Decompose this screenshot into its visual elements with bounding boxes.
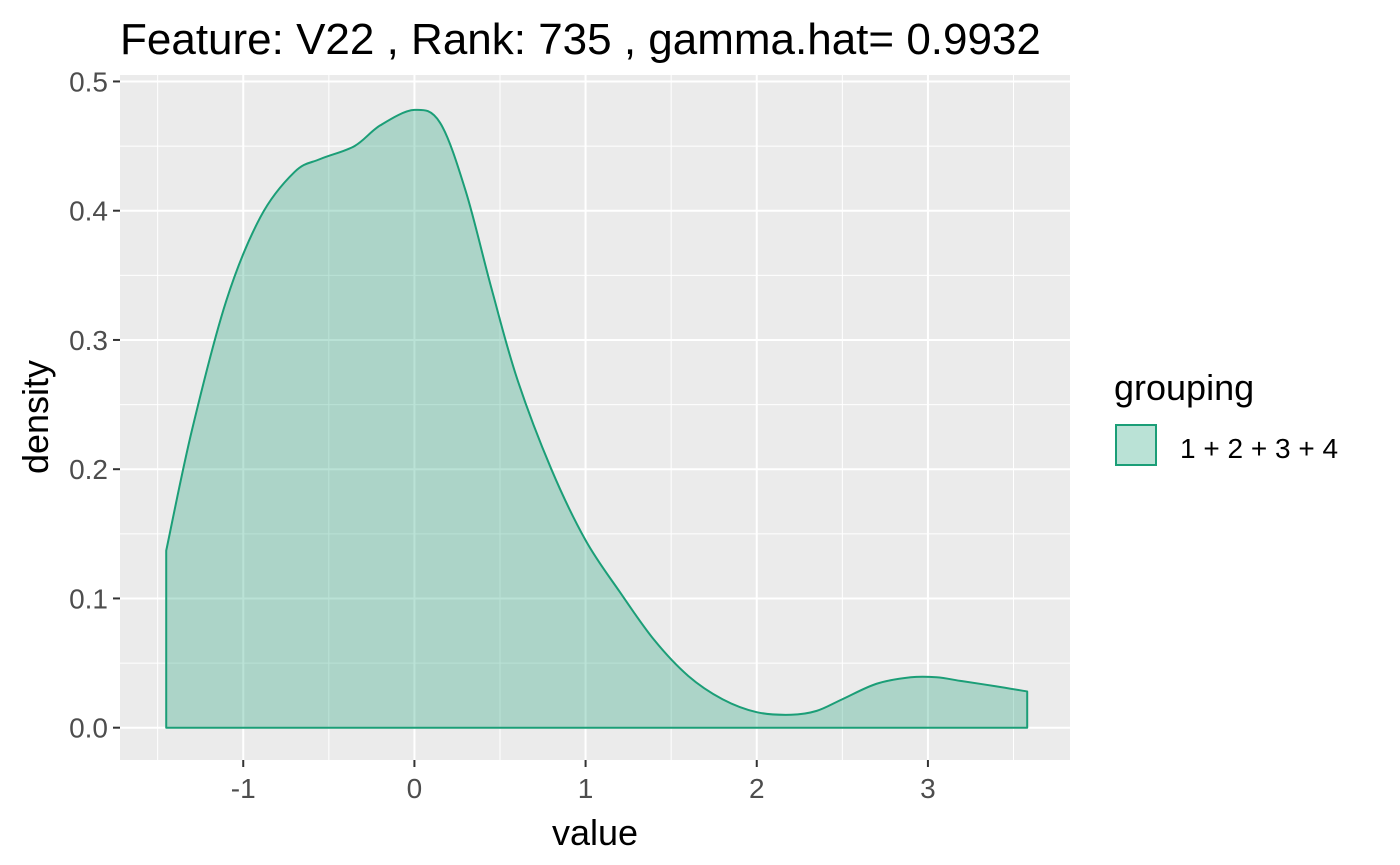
major-gridlines — [120, 75, 1070, 760]
legend-key — [1115, 424, 1157, 466]
y-tick-label: 0.5 — [69, 66, 108, 97]
axis-ticks: -1 0 1 2 3 0.0 0.1 0.2 0.3 0.4 0.5 — [69, 66, 936, 804]
x-tick-label: 2 — [749, 773, 765, 804]
legend-title: grouping — [1114, 367, 1254, 408]
y-tick-label: 0.0 — [69, 713, 108, 744]
density-area — [165, 108, 1029, 729]
x-tick-label: -1 — [231, 773, 256, 804]
legend-label: 1 + 2 + 3 + 4 — [1180, 433, 1338, 464]
x-tick-label: 3 — [920, 773, 936, 804]
minor-gridlines — [120, 75, 1070, 760]
y-tick-label: 0.4 — [69, 196, 108, 227]
y-tick-label: 0.1 — [69, 583, 108, 614]
y-axis-title: density — [15, 360, 56, 474]
series-layer — [165, 108, 1029, 729]
legend: grouping 1 + 2 + 3 + 4 — [1114, 367, 1338, 466]
y-tick-label: 0.2 — [69, 454, 108, 485]
x-tick-label: 0 — [407, 773, 423, 804]
x-axis-title: value — [552, 812, 638, 853]
x-tick-label: 1 — [578, 773, 594, 804]
chart-title: Feature: V22 , Rank: 735 , gamma.hat= 0.… — [120, 15, 1041, 64]
y-tick-label: 0.3 — [69, 325, 108, 356]
